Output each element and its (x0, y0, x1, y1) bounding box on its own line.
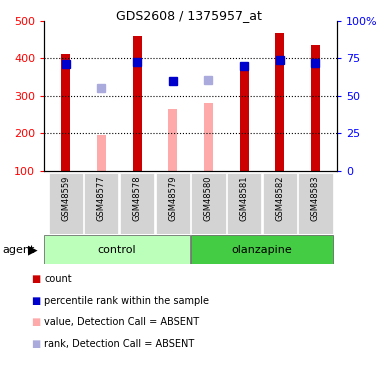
Text: ■: ■ (31, 296, 40, 306)
Text: GSM48559: GSM48559 (61, 176, 70, 221)
Bar (49, 172, 83, 234)
Text: ■: ■ (31, 339, 40, 348)
Text: GSM48580: GSM48580 (204, 176, 213, 221)
Bar (168, 109, 177, 171)
Text: GSM48582: GSM48582 (275, 176, 284, 221)
Text: control: control (98, 245, 136, 255)
Bar (120, 172, 154, 234)
Bar (204, 103, 213, 171)
Text: ■: ■ (31, 317, 40, 327)
Text: agent: agent (2, 245, 34, 255)
Bar (275, 33, 284, 171)
Bar (84, 172, 119, 234)
Bar (311, 45, 320, 171)
Bar (97, 135, 106, 171)
Text: GSM48583: GSM48583 (311, 176, 320, 221)
Bar (227, 172, 261, 234)
Text: ■: ■ (31, 274, 40, 284)
Text: value, Detection Call = ABSENT: value, Detection Call = ABSENT (44, 317, 199, 327)
Bar (44, 235, 190, 264)
Bar (156, 172, 190, 234)
Bar (191, 235, 333, 264)
Text: GDS2608 / 1375957_at: GDS2608 / 1375957_at (116, 9, 261, 22)
Text: GSM48579: GSM48579 (168, 176, 177, 221)
Bar (263, 172, 297, 234)
Bar (61, 54, 70, 171)
Text: rank, Detection Call = ABSENT: rank, Detection Call = ABSENT (44, 339, 194, 348)
Text: GSM48577: GSM48577 (97, 176, 106, 221)
Text: percentile rank within the sample: percentile rank within the sample (44, 296, 209, 306)
Text: GSM48581: GSM48581 (239, 176, 249, 221)
Bar (191, 172, 226, 234)
Text: count: count (44, 274, 72, 284)
Text: GSM48578: GSM48578 (132, 176, 142, 221)
Bar (132, 36, 142, 171)
Bar (298, 172, 333, 234)
Text: ▶: ▶ (28, 243, 38, 256)
Text: olanzapine: olanzapine (231, 245, 292, 255)
Bar (239, 68, 249, 171)
